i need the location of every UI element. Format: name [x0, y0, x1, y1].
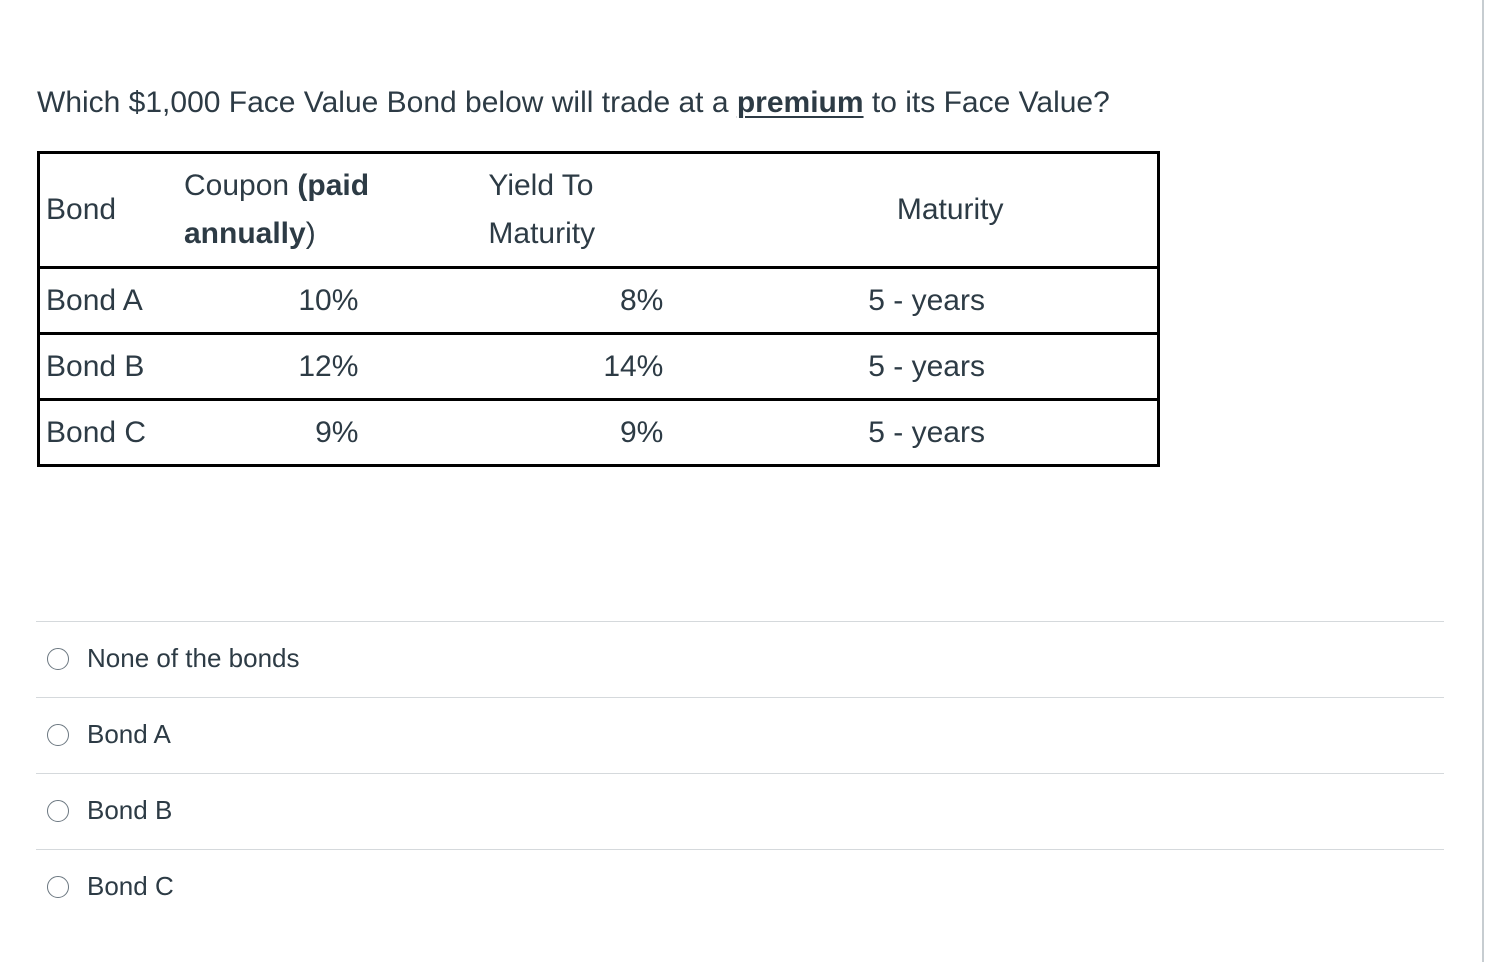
- question-text-end: to its Face Value?: [863, 86, 1110, 119]
- table-header-row: Bond Coupon (paid annually) Yield To Mat…: [38, 151, 1159, 269]
- table-row: Bond A 10% 8% 5 - years: [38, 266, 1159, 335]
- answer-option-bond-a[interactable]: Bond A: [36, 697, 1444, 773]
- answer-option-bond-c[interactable]: Bond C: [36, 849, 1444, 925]
- bond-table: Bond Coupon (paid annually) Yield To Mat…: [37, 151, 1160, 467]
- header-bond: Bond: [38, 151, 184, 269]
- header-ytm-line2: Maturity: [488, 217, 596, 250]
- cell-ytm: 8%: [488, 266, 784, 335]
- header-ytm: Yield To Maturity: [488, 151, 784, 269]
- answer-label[interactable]: None of the bonds: [87, 643, 300, 673]
- header-ytm-line1: Yield To: [488, 169, 594, 202]
- header-coupon-bold-2: annually: [183, 217, 306, 250]
- header-coupon-plain: Coupon: [183, 169, 298, 202]
- cell-coupon: 12%: [183, 332, 489, 401]
- cell-coupon: 10%: [183, 266, 489, 335]
- cell-ytm: 14%: [488, 332, 784, 401]
- radio-button[interactable]: [47, 876, 69, 898]
- answer-option-bond-b[interactable]: Bond B: [36, 773, 1444, 849]
- question-text-start: Which $1,000 Face Value Bond below will …: [37, 86, 737, 119]
- cell-bond: Bond A: [38, 266, 184, 335]
- radio-button[interactable]: [47, 724, 69, 746]
- answer-label[interactable]: Bond C: [87, 871, 174, 901]
- radio-button[interactable]: [47, 648, 69, 670]
- header-coupon-close: ): [305, 217, 316, 250]
- header-maturity: Maturity: [783, 151, 1159, 269]
- header-coupon-bold-1: (paid: [297, 169, 370, 202]
- cell-ytm: 9%: [488, 398, 784, 467]
- cell-bond: Bond B: [38, 332, 184, 401]
- answer-label[interactable]: Bond A: [87, 719, 171, 749]
- table-row: Bond C 9% 9% 5 - years: [38, 398, 1159, 467]
- cell-coupon: 9%: [183, 398, 489, 467]
- page-right-border: [1482, 0, 1484, 962]
- question-text: Which $1,000 Face Value Bond below will …: [37, 84, 1110, 122]
- cell-maturity: 5 - years: [783, 266, 1159, 335]
- cell-maturity: 5 - years: [783, 332, 1159, 401]
- question-emphasis: premium: [736, 86, 864, 119]
- answer-label[interactable]: Bond B: [87, 795, 173, 825]
- table-row: Bond B 12% 14% 5 - years: [38, 332, 1159, 401]
- cell-bond: Bond C: [38, 398, 184, 467]
- header-coupon: Coupon (paid annually): [183, 151, 489, 269]
- cell-maturity: 5 - years: [783, 398, 1159, 467]
- radio-button[interactable]: [47, 800, 69, 822]
- answer-list: None of the bonds Bond A Bond B Bond C: [36, 621, 1444, 925]
- answer-option-none[interactable]: None of the bonds: [36, 621, 1444, 697]
